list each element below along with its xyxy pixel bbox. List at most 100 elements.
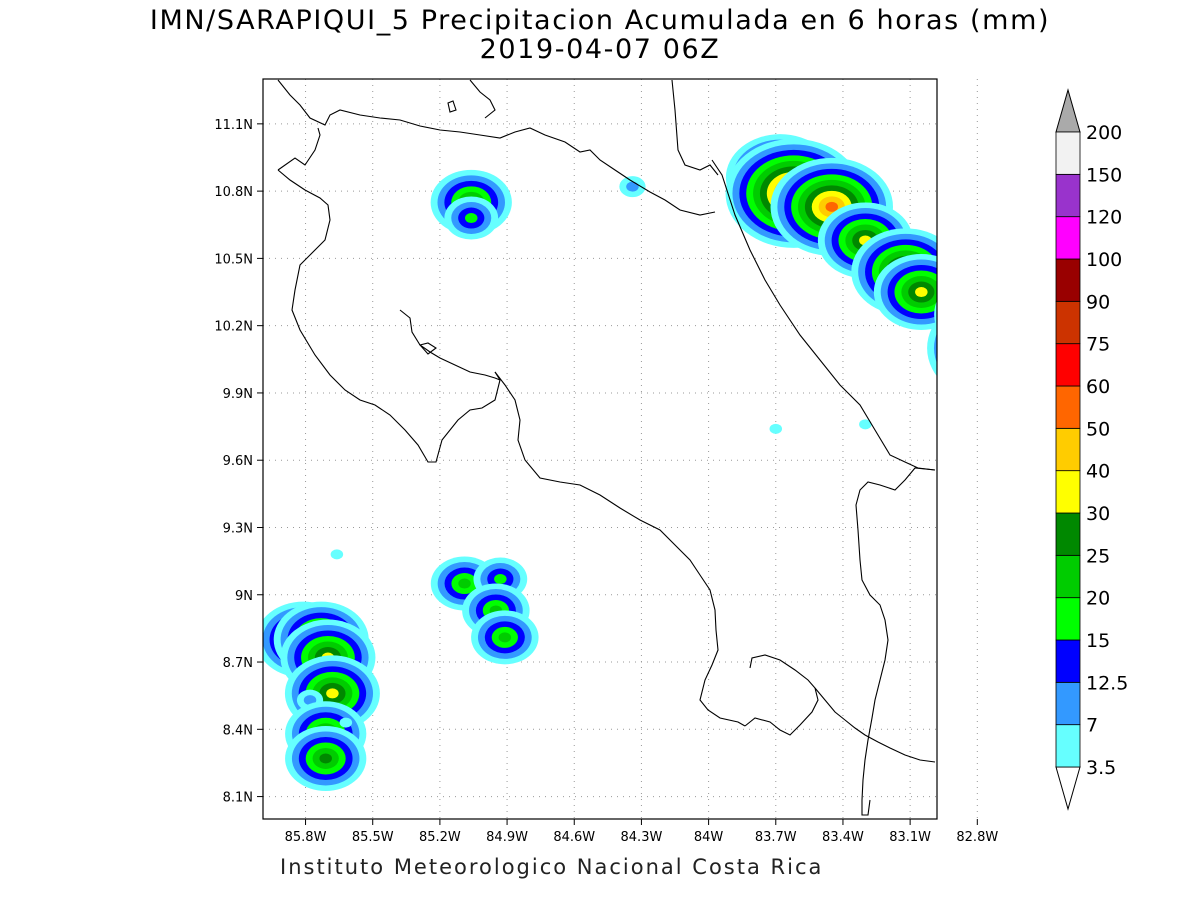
precipitation-contours [263,134,1063,791]
colorbar-label: 7 [1086,715,1098,737]
precip-contour [948,282,1029,347]
precip-contour [933,332,937,364]
precip-contour [941,276,1036,352]
precip-contour [984,442,1052,496]
precip-cell [285,725,367,791]
precip-contour [969,298,1009,330]
precip-contour [498,632,512,643]
x-tick-label: 84.9W [486,830,528,845]
precip-contour [1007,635,1020,645]
precip-cell [769,423,783,434]
colorbar: 3.5 7 12.5 15 20 25 30 40 50 60 75 90 100 120 150 200 [1055,88,1128,811]
precip-cell [873,254,937,331]
colorbar-swatch [1055,216,1081,260]
colorbar-swatch [1055,173,1081,218]
precip-contour [962,293,1016,336]
precip-cell [619,176,646,198]
precip-contour [961,429,1028,483]
colorbar-label: 60 [1086,376,1110,398]
precip-contour [961,321,1028,375]
colorbar-swatch [1055,597,1081,641]
precip-contour [1004,459,1030,480]
precip-contour [989,343,1002,353]
y-axis: 11.1N 10.8N 10.5N 10.2N 9.9N 9.6N 9.3N 9N 8.7N 8.… [214,118,263,806]
x-tick-label: 83.7W [755,830,797,845]
precip-contour [458,578,471,589]
precip-contour [339,717,353,728]
colorbar-swatch [1055,343,1081,387]
precip-contour [991,448,1045,491]
x-axis: 85.8W 85.5W 85.2W 84.9W 84.6W 84.3W 84W 83.7W 83… [285,819,998,845]
precip-contour [326,688,339,699]
precip-contour [977,437,1058,502]
precip-contour [975,304,1001,325]
precip-cell [859,419,872,430]
precip-cell [471,610,539,665]
colorbar-swatch [1055,385,1081,429]
map-title: IMN/SARAPIQUI_5 Precipitacion Acumulada … [149,5,1051,36]
precip-contour [998,377,1038,409]
precip-contour [825,201,839,212]
precip-contour [995,433,1035,465]
colorbar-low-arrow [1055,766,1081,811]
x-tick-label: 84.3W [621,830,663,845]
precip-contour [1009,444,1022,454]
y-tick-label: 9N [235,589,253,604]
colorbar-label: 15 [1086,630,1110,652]
precip-contour [984,366,1052,420]
colorbar-swatch [1055,681,1081,726]
precip-contour [1002,439,1028,460]
x-tick-label: 85.8W [285,830,327,845]
colorbar-label: 75 [1086,334,1110,356]
y-tick-label: 8.4N [223,723,253,738]
colorbar-high-arrow [1055,88,1081,133]
precip-contour [968,411,1063,487]
colorbar-swatch [1055,470,1081,514]
precip-cell [934,276,1036,352]
precip-contour [968,434,1022,477]
map-frame [262,78,938,820]
precip-cell [927,305,1050,392]
precip-contour [626,181,639,192]
y-tick-label: 8.7N [223,656,253,671]
precip-contour [975,332,1015,364]
precip-contour [1011,388,1024,398]
colorbar-label: 120 [1086,207,1122,229]
x-tick-label: 84W [694,830,724,845]
precip-cell [977,437,1058,502]
colorbar-label: 20 [1086,588,1110,610]
y-tick-label: 10.5N [214,252,253,267]
y-tick-label: 10.8N [214,185,253,200]
precip-contour [968,327,1022,370]
precip-cell [968,411,1063,487]
precip-contour [964,262,977,272]
colorbar-swatch [1055,554,1081,599]
y-tick-label: 8.1N [223,791,253,806]
precip-contour [948,310,1043,386]
precip-contour [988,428,1042,471]
colorbar-label: 3.5 [1086,757,1116,779]
precip-cell [964,262,977,272]
colorbar-swatch [1055,427,1081,472]
colorbar-swatch [1055,512,1081,556]
precip-cell [961,429,1028,483]
precip-contour [955,287,1023,341]
x-tick-label: 83.1W [889,830,931,845]
precip-contour [955,316,1036,381]
colorbar-label: 25 [1086,545,1110,567]
footer-credit: Instituto Meteorologico Nacional Costa R… [280,855,824,879]
precip-contour [1004,382,1030,403]
colorbar-swatch [1055,639,1081,683]
precip-contour [915,287,928,298]
y-tick-label: 9.3N [223,521,253,536]
precip-contour [1011,464,1024,474]
x-tick-label: 82.8W [956,830,998,845]
precip-contour [998,453,1038,485]
precip-contour [941,305,1050,392]
precip-contour [319,753,332,764]
precip-contour [982,445,1008,466]
colorbar-label: 150 [1086,164,1122,186]
x-tick-label: 84.6W [553,830,595,845]
colorbar-label: 30 [1086,503,1110,525]
